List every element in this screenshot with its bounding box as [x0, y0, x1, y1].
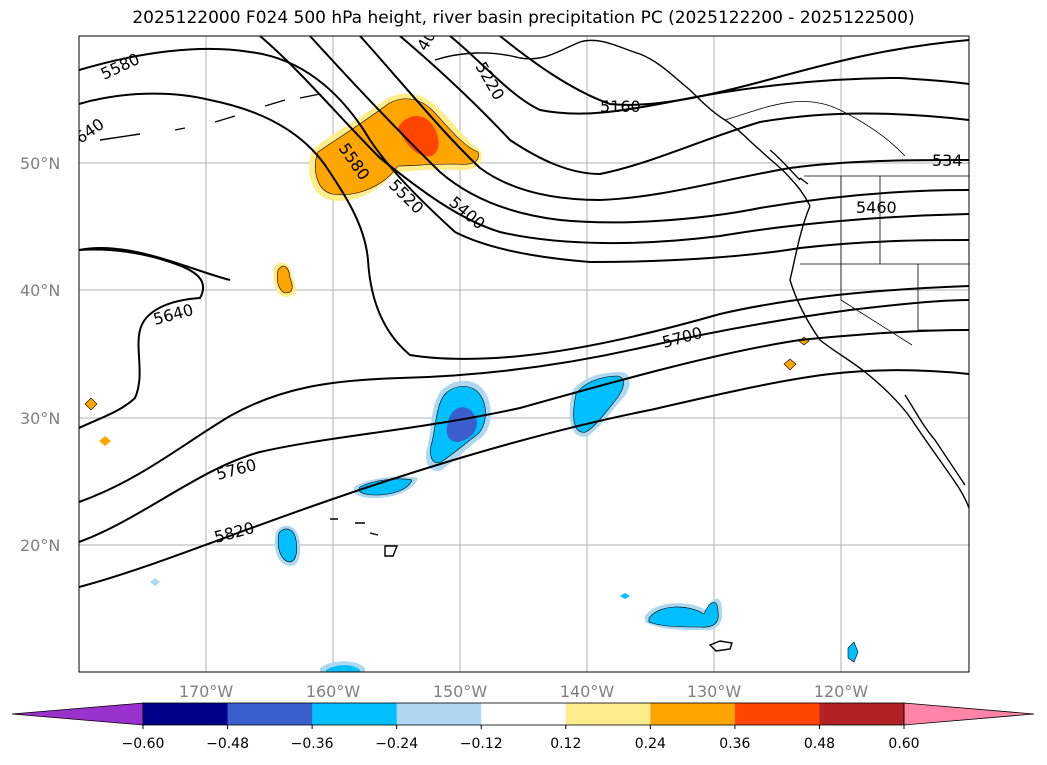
colorbar-extend-right: [903, 702, 1035, 726]
positive-anomaly-small-2: [84, 397, 98, 411]
colorbar: −0.60 −0.48 −0.36 −0.24 −0.12 0.12 0.24 0.36 0.4…: [11, 702, 1035, 752]
contour-5640-south: [79, 247, 231, 281]
state-borders: [800, 176, 969, 346]
colorbar-extend-left: [11, 702, 144, 726]
height-contours: [79, 36, 969, 588]
lat-label: 20°N: [20, 536, 60, 555]
colorbar-tick-label: −0.24: [375, 736, 418, 752]
contour-5160: [499, 36, 969, 106]
colorbar-tick-label: 0.60: [888, 736, 919, 752]
colorbar-segment: [227, 703, 313, 725]
coastline-us-west: [789, 205, 969, 509]
lon-label: 150°W: [433, 682, 488, 701]
colorbar-frame: [142, 702, 905, 726]
lon-label: 130°W: [687, 682, 742, 701]
contour-label: 5160: [600, 97, 641, 116]
map-frame: [78, 35, 970, 673]
contour-5760: [79, 329, 969, 543]
hawaii-islands: [330, 518, 399, 557]
negative-anomaly-small-1: [847, 641, 859, 663]
lon-label: 170°W: [179, 682, 234, 701]
colorbar-tick-label: 0.48: [804, 736, 835, 752]
aleutian-islands: [99, 93, 321, 141]
contour-5820: [79, 369, 969, 588]
negative-anomaly-hawaii-west-core: [277, 528, 298, 563]
colorbar-segment: [481, 703, 567, 725]
contour-5700: [79, 299, 969, 503]
positive-anomaly-small-3: [99, 436, 111, 446]
negative-anomaly-small-2: [620, 593, 630, 599]
colorbar-tick-label: 0.12: [550, 736, 581, 752]
colorbar-segment: [565, 703, 651, 725]
negative-anomaly-strip-core: [358, 478, 413, 496]
political-borders: [724, 101, 969, 346]
contour-5520: [79, 47, 969, 264]
gridlines: [79, 36, 969, 672]
map-title: 2025122000 F024 500 hPa height, river ba…: [132, 8, 915, 28]
lon-label: 160°W: [306, 682, 361, 701]
colorbar-tick-label: −0.36: [291, 736, 334, 752]
lat-label: 30°N: [20, 409, 60, 428]
contour-5280: [399, 36, 969, 176]
contour-label: 40: [49, 112, 77, 139]
contour-label: 5460: [856, 198, 897, 217]
positive-anomaly-max: [398, 116, 439, 157]
lon-label: 120°W: [814, 682, 869, 701]
map-panel: [79, 36, 969, 672]
latitude-labels: 50°N 40°N 30°N 20°N: [20, 154, 60, 555]
longitude-labels: 170°W 160°W 150°W 140°W 130°W 120°W: [179, 682, 869, 701]
contour-label: 534: [932, 151, 963, 170]
lon-label: 140°W: [560, 682, 615, 701]
colorbar-segment: [650, 703, 736, 725]
contour-5400: [309, 36, 969, 224]
coastline-baja: [904, 394, 966, 486]
colorbar-tick-label: −0.48: [206, 736, 249, 752]
colorbar-segment: [396, 703, 482, 725]
lat-label: 50°N: [20, 154, 60, 173]
contour-5460: [259, 36, 969, 245]
colorbar-segment: [734, 703, 820, 725]
colorbar-tick-label: −0.60: [122, 736, 165, 752]
colorbar-tick-label: −0.12: [460, 736, 503, 752]
negative-anomaly-central-pacific-max: [446, 407, 477, 442]
positive-anomaly-small-1-core: [276, 265, 293, 294]
positive-anomaly-small-5: [783, 358, 797, 371]
colorbar-tick-label: 0.36: [719, 736, 750, 752]
contour-5580-b: [79, 92, 969, 360]
colorbar-segment: [819, 703, 905, 725]
lat-label: 40°N: [20, 281, 60, 300]
colorbar-segment: [143, 703, 229, 725]
negative-anomaly-small-4-core: [326, 665, 360, 672]
contour-5340: [359, 36, 969, 202]
alaska-canada-border: [724, 101, 906, 157]
colorbar-segment: [312, 703, 398, 725]
negative-anomaly-small-3: [150, 578, 160, 586]
negative-anomaly-southeast-core: [648, 602, 719, 628]
colorbar-tick-label: 0.24: [635, 736, 666, 752]
island-small: [708, 640, 733, 652]
vancouver-island: [769, 149, 809, 185]
